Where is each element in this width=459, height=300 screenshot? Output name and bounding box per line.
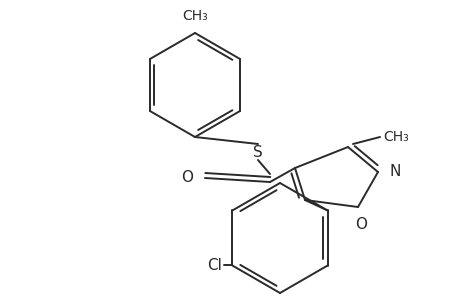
Text: O: O — [180, 170, 193, 185]
Text: O: O — [354, 217, 366, 232]
Text: CH₃: CH₃ — [182, 9, 207, 23]
Text: CH₃: CH₃ — [382, 130, 408, 144]
Text: Cl: Cl — [207, 258, 222, 273]
Text: N: N — [389, 164, 401, 179]
Text: S: S — [252, 145, 262, 160]
